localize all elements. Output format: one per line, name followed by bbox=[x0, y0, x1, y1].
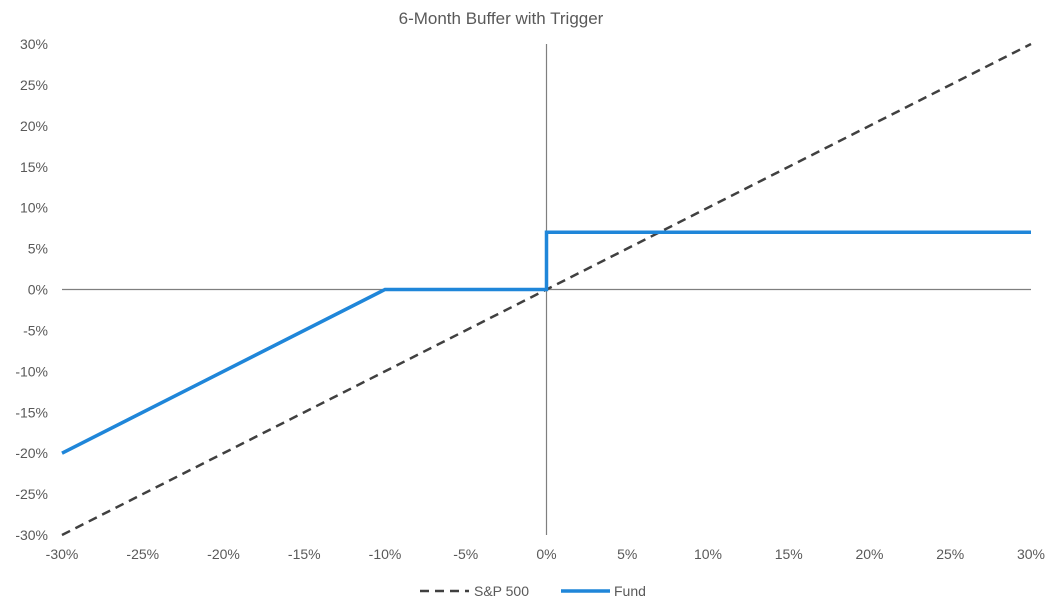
chart-title: 6-Month Buffer with Trigger bbox=[399, 9, 604, 28]
x-tick-label: -10% bbox=[369, 546, 402, 562]
x-tick-label: 5% bbox=[617, 546, 637, 562]
series-layer bbox=[61, 42, 1032, 537]
y-tick-label: 5% bbox=[28, 241, 48, 257]
y-tick-label: 0% bbox=[28, 282, 48, 298]
x-tick-label: -20% bbox=[207, 546, 240, 562]
y-tick-label: 15% bbox=[20, 159, 48, 175]
x-tick-label: -30% bbox=[46, 546, 79, 562]
legend-item-sp500[interactable]: S&P 500 bbox=[420, 583, 529, 599]
y-tick-label: 10% bbox=[20, 200, 48, 216]
y-tick-label: 30% bbox=[20, 36, 48, 52]
x-tick-label: 10% bbox=[694, 546, 722, 562]
legend-label-fund: Fund bbox=[614, 583, 646, 599]
y-tick-label: -5% bbox=[23, 322, 48, 338]
legend-label-sp500: S&P 500 bbox=[474, 583, 529, 599]
x-tick-label: 15% bbox=[775, 546, 803, 562]
legend: S&P 500 Fund bbox=[420, 583, 646, 599]
x-tick-label: 0% bbox=[536, 546, 556, 562]
x-tick-label: -25% bbox=[126, 546, 159, 562]
series-line-fund bbox=[61, 230, 1031, 455]
legend-item-fund[interactable]: Fund bbox=[561, 583, 646, 599]
x-tick-label: 25% bbox=[936, 546, 964, 562]
x-tick-label: -5% bbox=[453, 546, 478, 562]
y-tick-labels: 30% 25% 20% 15% 10% 5% 0% -5% -10% -15% -20% -25% -3… bbox=[15, 36, 48, 543]
x-tick-label: 30% bbox=[1017, 546, 1045, 562]
x-tick-labels: -30% -25% -20% -15% -10% -5% 0% 5% 10% 15% 20% 25% 3… bbox=[46, 546, 1045, 562]
y-tick-label: -10% bbox=[15, 363, 48, 379]
y-tick-label: -30% bbox=[15, 527, 48, 543]
y-tick-label: -25% bbox=[15, 486, 48, 502]
x-tick-label: 20% bbox=[855, 546, 883, 562]
y-tick-label: 25% bbox=[20, 77, 48, 93]
y-tick-label: -20% bbox=[15, 445, 48, 461]
x-tick-label: -15% bbox=[288, 546, 321, 562]
y-tick-label: -15% bbox=[15, 404, 48, 420]
y-tick-label: 20% bbox=[20, 118, 48, 134]
